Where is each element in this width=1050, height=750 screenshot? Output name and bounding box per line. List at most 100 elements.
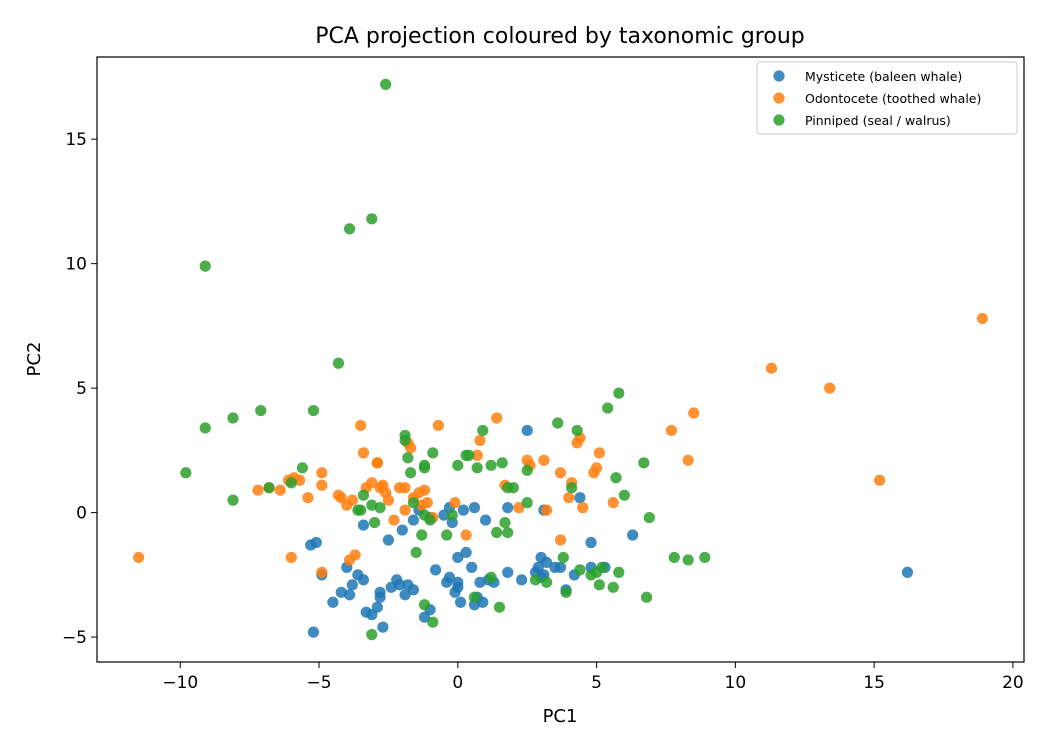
data-point <box>402 452 414 464</box>
data-point <box>596 561 608 573</box>
data-point <box>499 516 511 529</box>
data-point <box>343 589 356 601</box>
data-point <box>366 213 378 225</box>
data-point <box>521 464 533 476</box>
data-point <box>613 566 625 578</box>
data-point <box>468 591 481 603</box>
data-point <box>388 514 400 526</box>
data-point <box>430 564 442 576</box>
data-point <box>460 529 472 541</box>
data-point <box>407 584 420 596</box>
data-point <box>432 419 444 432</box>
x-tick-label: −5 <box>307 673 332 693</box>
data-point <box>424 514 436 526</box>
data-point <box>502 566 514 578</box>
data-point <box>682 454 694 466</box>
data-point <box>554 561 567 573</box>
data-point <box>252 484 264 496</box>
legend-marker <box>773 92 785 104</box>
data-point <box>227 412 239 424</box>
data-point <box>668 551 680 564</box>
x-tick-label: 0 <box>452 673 463 693</box>
data-point <box>574 564 586 576</box>
legend-label: Mysticete (baleen whale) <box>805 69 962 84</box>
data-point <box>477 424 489 437</box>
legend-marker <box>773 70 785 82</box>
x-tick-label: −10 <box>162 673 198 693</box>
data-point <box>452 551 464 564</box>
data-point <box>199 422 211 434</box>
data-point <box>421 497 433 509</box>
data-point <box>618 489 630 501</box>
y-axis-ticks: −5 0 5 10 15 <box>62 130 97 648</box>
data-point <box>474 434 486 447</box>
data-point <box>357 447 370 459</box>
data-point <box>638 457 650 469</box>
data-point <box>327 596 339 608</box>
data-point <box>507 482 519 494</box>
data-point <box>357 519 370 531</box>
data-point <box>554 534 567 546</box>
data-point <box>405 467 417 479</box>
data-point <box>399 589 411 601</box>
x-tick-label: 20 <box>1002 673 1024 693</box>
data-point <box>274 484 286 496</box>
data-point <box>574 492 586 504</box>
data-point <box>285 551 297 564</box>
data-point <box>346 494 358 506</box>
data-point <box>343 554 356 566</box>
data-point <box>688 407 700 419</box>
data-point <box>374 502 386 514</box>
data-point <box>355 504 367 516</box>
data-point <box>407 497 420 509</box>
points-layer <box>133 78 988 641</box>
data-point <box>399 482 411 494</box>
data-point <box>471 462 483 474</box>
data-point <box>407 514 420 526</box>
data-point <box>393 579 406 591</box>
data-point <box>590 462 603 474</box>
data-point <box>227 494 239 506</box>
data-point <box>371 457 383 469</box>
data-point <box>463 449 475 461</box>
data-point <box>410 546 422 559</box>
y-tick-label: 5 <box>76 379 87 399</box>
data-point <box>491 526 503 539</box>
data-point <box>529 574 542 586</box>
data-point <box>454 596 467 608</box>
data-point <box>976 312 988 325</box>
data-point <box>471 449 483 461</box>
data-point <box>446 509 458 521</box>
y-axis-label: PC2 <box>24 342 45 377</box>
data-point <box>554 467 567 479</box>
data-point <box>468 502 481 514</box>
data-point <box>418 599 431 611</box>
data-point <box>380 78 392 90</box>
series-0 <box>305 424 914 638</box>
data-point <box>874 474 886 486</box>
data-point <box>493 601 506 613</box>
data-point <box>541 576 553 588</box>
data-point <box>296 462 308 474</box>
data-point <box>516 574 528 586</box>
data-point <box>449 497 461 509</box>
legend-marker <box>773 114 785 126</box>
data-point <box>382 534 395 546</box>
data-point <box>538 454 550 466</box>
data-point <box>521 424 533 437</box>
data-point <box>396 524 408 536</box>
data-point <box>457 504 469 516</box>
data-point <box>302 492 314 504</box>
data-point <box>180 467 192 479</box>
data-point <box>682 554 694 566</box>
data-point <box>346 579 358 591</box>
data-point <box>357 489 370 501</box>
plot-area: −10 −5 0 5 10 15 20 −5 0 5 10 15 <box>62 56 1025 693</box>
data-point <box>255 404 267 417</box>
y-tick-label: 15 <box>65 130 87 150</box>
data-point <box>307 404 320 417</box>
data-point <box>285 477 297 489</box>
data-point <box>366 477 378 489</box>
data-point <box>491 412 503 424</box>
